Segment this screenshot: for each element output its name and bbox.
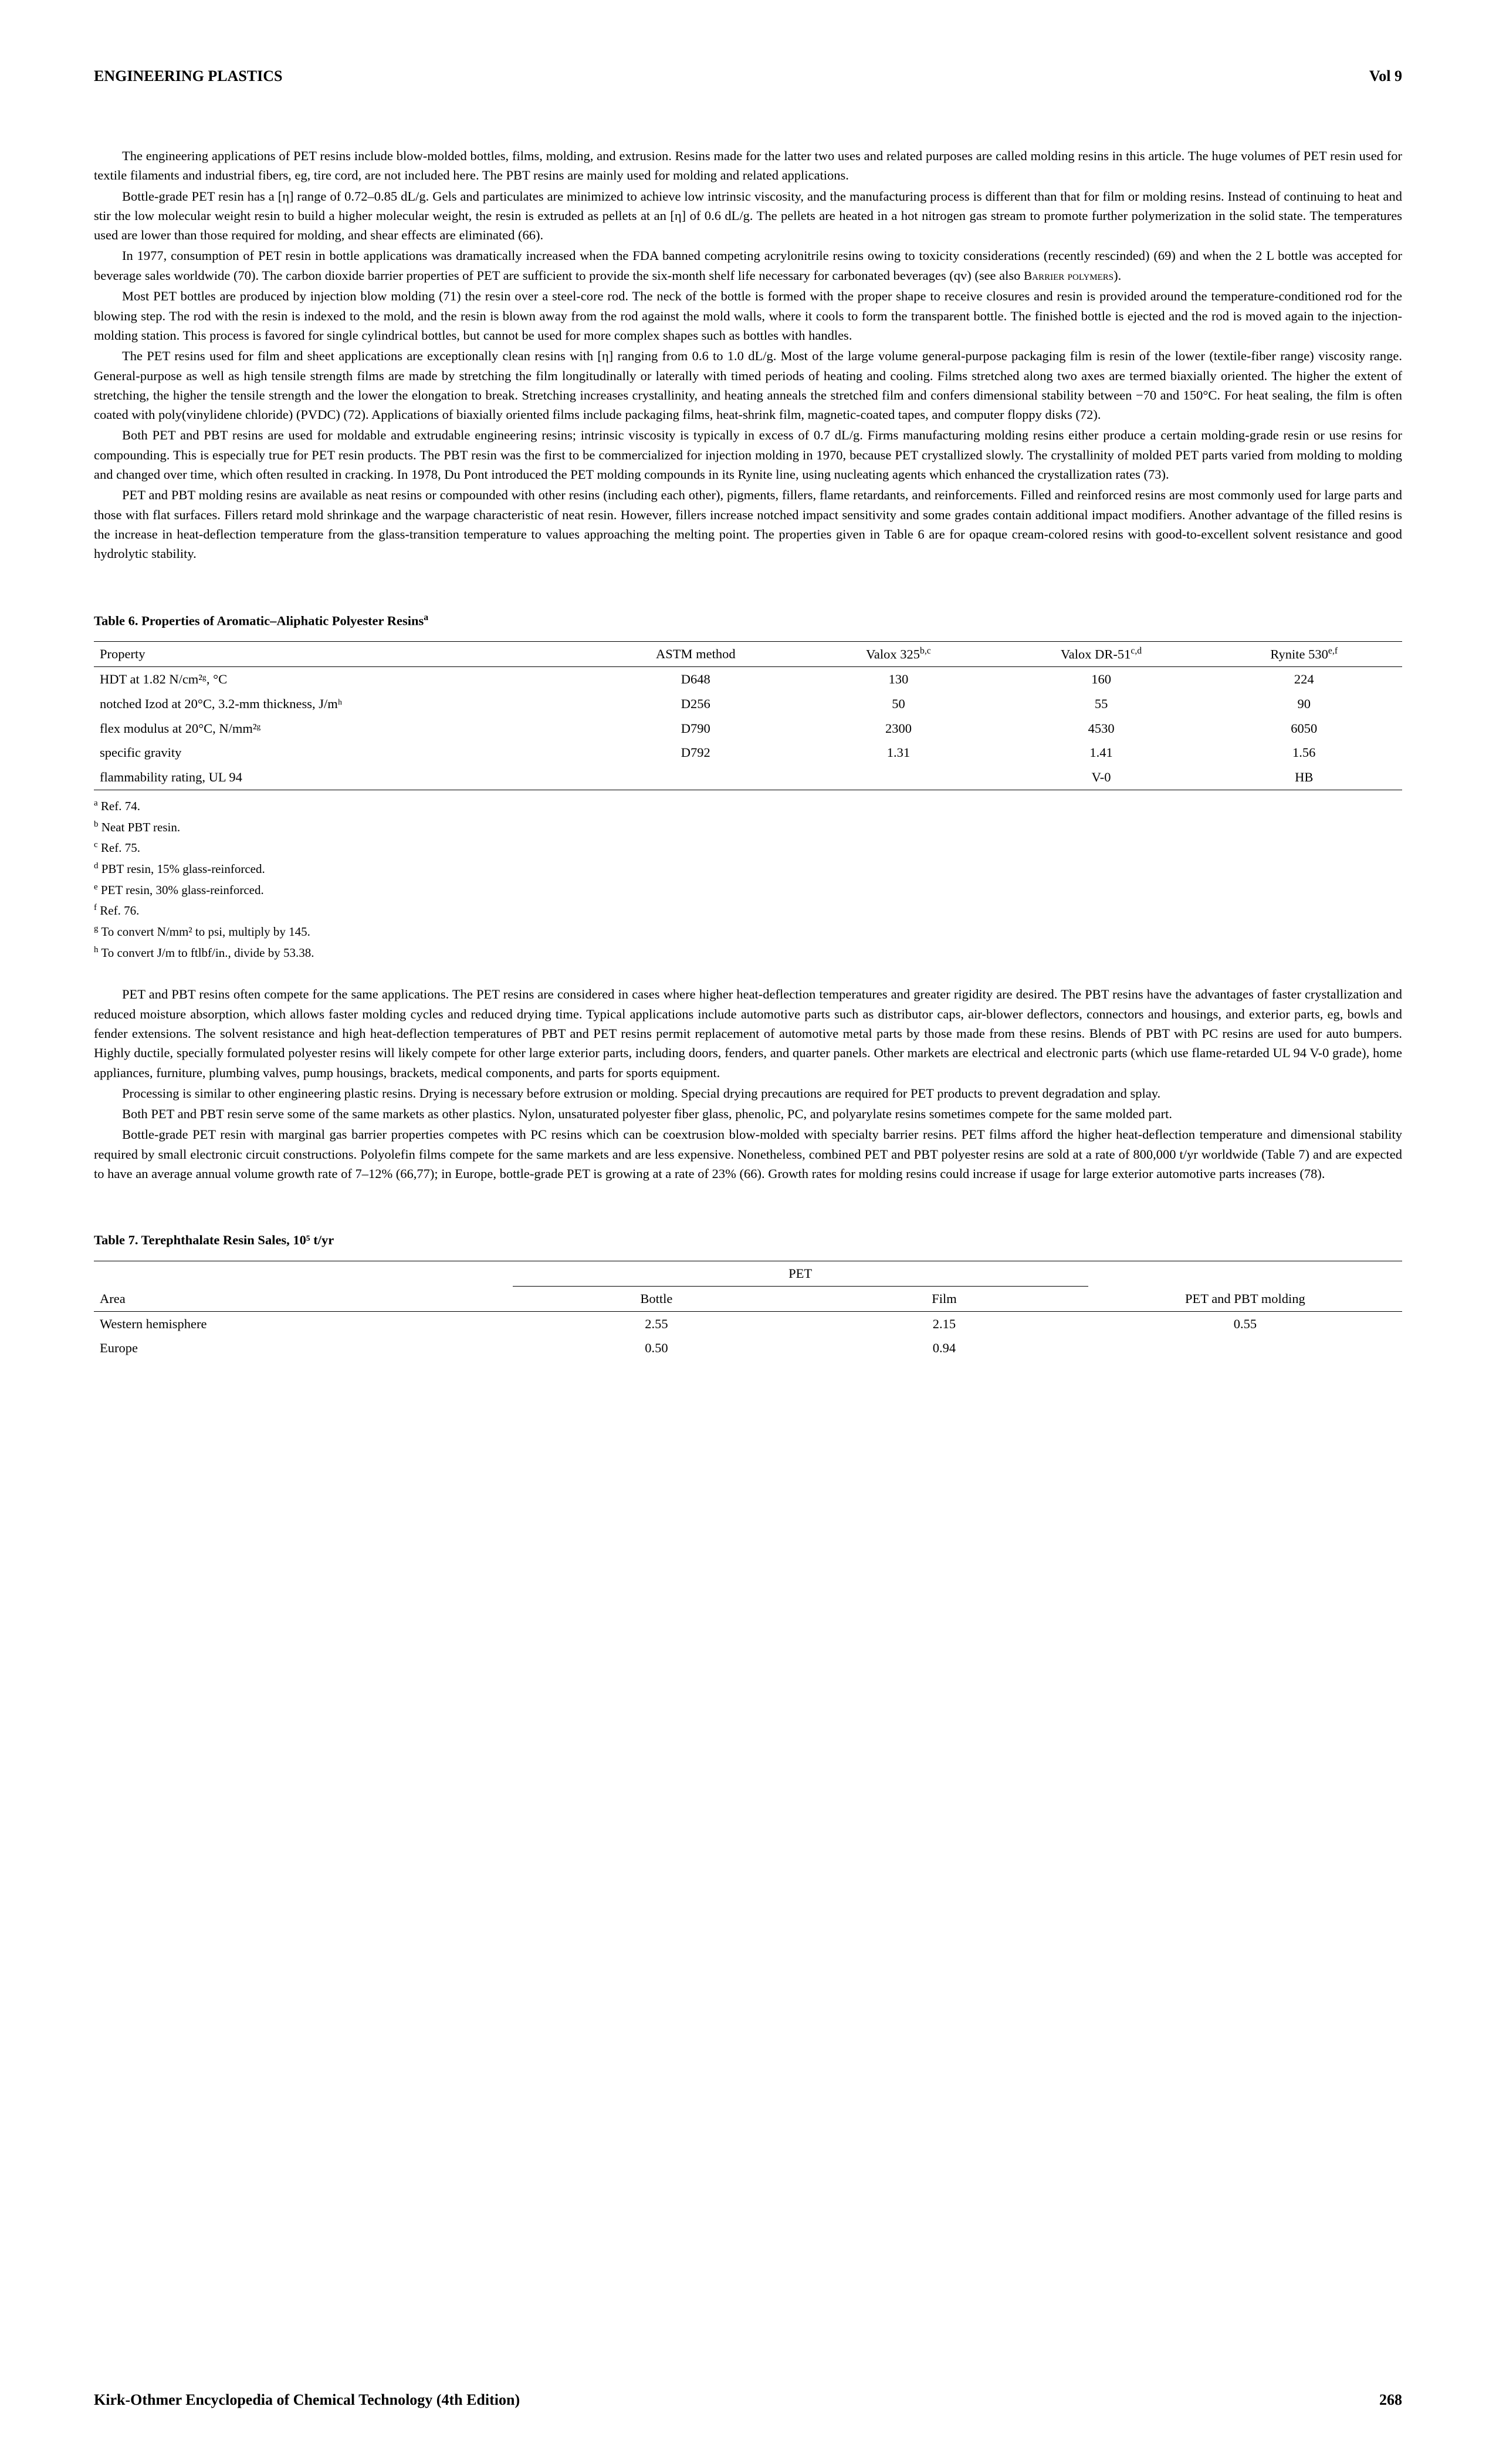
page-footer: Kirk-Othmer Encyclopedia of Chemical Tec…	[94, 2388, 1402, 2411]
paragraph: Processing is similar to other engineeri…	[94, 1084, 1402, 1103]
table-header-row: Property ASTM method Valox 325b,c Valox …	[94, 641, 1402, 666]
table7-title: Table 7. Terephthalate Resin Sales, 10⁵ …	[94, 1230, 1402, 1250]
footnote: d PBT resin, 15% glass-reinforced.	[94, 859, 1402, 880]
cell-astm	[591, 765, 800, 790]
col-astm: ASTM method	[591, 641, 800, 666]
cell-property: flex modulus at 20°C, N/mm²ᵍ	[94, 716, 591, 741]
cell-value: HB	[1206, 765, 1402, 790]
cell-mold	[1088, 1336, 1402, 1360]
paragraph: Bottle-grade PET resin with marginal gas…	[94, 1125, 1402, 1183]
text: In 1977, consumption of PET resin in bot…	[94, 248, 1402, 282]
table-row: Western hemisphere2.552.150.55	[94, 1311, 1402, 1336]
cell-value: 130	[800, 667, 997, 692]
paragraph: The engineering applications of PET resi…	[94, 146, 1402, 185]
footnote: g To convert N/mm² to psi, multiply by 1…	[94, 922, 1402, 943]
table-row: specific gravityD7921.311.411.56	[94, 740, 1402, 765]
paragraph: Both PET and PBT resins are used for mol…	[94, 425, 1402, 484]
header-volume: Vol 9	[1369, 65, 1402, 87]
table-row: HDT at 1.82 N/cm²ᵍ, °CD648130160224	[94, 667, 1402, 692]
cell-value: 2300	[800, 716, 997, 741]
cell-bottle: 2.55	[513, 1311, 801, 1336]
table7-span-row: PET	[94, 1261, 1402, 1287]
superscript: a	[424, 612, 428, 622]
cell-value: 1.31	[800, 740, 997, 765]
cell-value	[800, 765, 997, 790]
footnote: h To convert J/m to ftlbf/in., divide by…	[94, 943, 1402, 964]
cell-astm: D648	[591, 667, 800, 692]
footer-page-number: 268	[1379, 2388, 1402, 2411]
cell-value: 6050	[1206, 716, 1402, 741]
cell-value: V-0	[997, 765, 1206, 790]
table6: Property ASTM method Valox 325b,c Valox …	[94, 641, 1402, 790]
page-header: ENGINEERING PLASTICS Vol 9	[94, 65, 1402, 87]
cell-value: 1.56	[1206, 740, 1402, 765]
col-valoxdr51: Valox DR-51c,d	[997, 641, 1206, 666]
col-bottle: Bottle	[513, 1286, 801, 1311]
cell-bottle: 0.50	[513, 1336, 801, 1360]
cell-value: 160	[997, 667, 1206, 692]
footnote: c Ref. 75.	[94, 838, 1402, 859]
table7: PET Area Bottle Film PET and PBT molding…	[94, 1261, 1402, 1360]
paragraph: Both PET and PBT resin serve some of the…	[94, 1104, 1402, 1123]
footnote: f Ref. 76.	[94, 901, 1402, 922]
table-row: flex modulus at 20°C, N/mm²ᵍD79023004530…	[94, 716, 1402, 741]
cell-value: 90	[1206, 692, 1402, 716]
header-title: ENGINEERING PLASTICS	[94, 65, 282, 87]
footer-source: Kirk-Othmer Encyclopedia of Chemical Tec…	[94, 2388, 520, 2411]
table6-footnotes: a Ref. 74.b Neat PBT resin.c Ref. 75.d P…	[94, 796, 1402, 964]
footnote: a Ref. 74.	[94, 796, 1402, 817]
table-row: flammability rating, UL 94 V-0HB	[94, 765, 1402, 790]
text: Table 6. Properties of Aromatic–Aliphati…	[94, 613, 424, 628]
cell-property: flammability rating, UL 94	[94, 765, 591, 790]
col-film: Film	[800, 1286, 1088, 1311]
cell-astm: D256	[591, 692, 800, 716]
paragraph: The PET resins used for film and sheet a…	[94, 346, 1402, 424]
cell-property: HDT at 1.82 N/cm²ᵍ, °C	[94, 667, 591, 692]
cell-value: 224	[1206, 667, 1402, 692]
text: ).	[1113, 268, 1121, 283]
smallcaps-text: Barrier polymers	[1024, 269, 1113, 283]
cell-property: notched Izod at 20°C, 3.2-mm thickness, …	[94, 692, 591, 716]
page: ENGINEERING PLASTICS Vol 9 The engineeri…	[0, 0, 1496, 2464]
paragraph: In 1977, consumption of PET resin in bot…	[94, 246, 1402, 285]
cell-property: specific gravity	[94, 740, 591, 765]
paragraph: PET and PBT resins often compete for the…	[94, 984, 1402, 1082]
table-row: notched Izod at 20°C, 3.2-mm thickness, …	[94, 692, 1402, 716]
cell-area: Europe	[94, 1336, 513, 1360]
col-area: Area	[94, 1286, 513, 1311]
col-molding: PET and PBT molding	[1088, 1286, 1402, 1311]
cell-mold: 0.55	[1088, 1311, 1402, 1336]
footnote: e PET resin, 30% glass-reinforced.	[94, 880, 1402, 901]
cell-value: 55	[997, 692, 1206, 716]
cell-astm: D790	[591, 716, 800, 741]
cell-astm: D792	[591, 740, 800, 765]
paragraph: Most PET bottles are produced by injecti…	[94, 286, 1402, 345]
paragraph: PET and PBT molding resins are available…	[94, 485, 1402, 563]
col-property: Property	[94, 641, 591, 666]
cell-value: 1.41	[997, 740, 1206, 765]
table-row: Europe0.500.94	[94, 1336, 1402, 1360]
table6-title: Table 6. Properties of Aromatic–Aliphati…	[94, 611, 1402, 631]
table-header-row: Area Bottle Film PET and PBT molding	[94, 1286, 1402, 1311]
pet-span-header: PET	[513, 1261, 1088, 1287]
footnote: b Neat PBT resin.	[94, 817, 1402, 838]
cell-film: 2.15	[800, 1311, 1088, 1336]
cell-area: Western hemisphere	[94, 1311, 513, 1336]
cell-value: 50	[800, 692, 997, 716]
cell-value: 4530	[997, 716, 1206, 741]
cell-film: 0.94	[800, 1336, 1088, 1360]
col-valox325: Valox 325b,c	[800, 641, 997, 666]
col-rynite530: Rynite 530e,f	[1206, 641, 1402, 666]
paragraph: Bottle-grade PET resin has a [η] range o…	[94, 187, 1402, 245]
